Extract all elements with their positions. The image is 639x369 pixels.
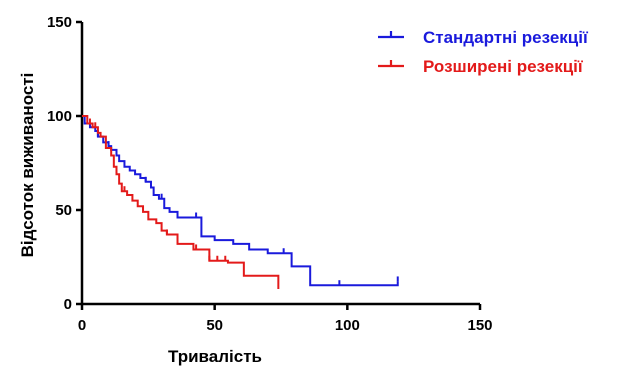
survival-curve-standard bbox=[82, 115, 399, 287]
y-ticks: 0 50 100 150 bbox=[47, 14, 82, 313]
y-tick-label: 100 bbox=[47, 108, 72, 125]
legend-label-standard: Стандартні резекції bbox=[423, 28, 589, 47]
legend-label-extended: Розширені резекції bbox=[423, 57, 584, 76]
y-tick-label: 150 bbox=[47, 14, 72, 31]
x-tick-label: 100 bbox=[335, 317, 360, 334]
y-axis-label: Відсоток виживаності bbox=[18, 73, 37, 258]
legend-item-standard: Стандартні резекції bbox=[378, 28, 589, 47]
x-axis-label: Тривалість bbox=[168, 347, 262, 366]
y-tick-label: 0 bbox=[64, 296, 72, 313]
axes: 0 50 100 150 0 50 100 150 bbox=[47, 14, 493, 334]
x-tick-label: 150 bbox=[467, 317, 492, 334]
x-tick-label: 0 bbox=[78, 317, 86, 334]
legend-item-extended: Розширені резекції bbox=[378, 57, 584, 76]
y-tick-label: 50 bbox=[55, 202, 72, 219]
survival-curve-extended bbox=[82, 115, 280, 289]
legend: Стандартні резекції Розширені резекції bbox=[378, 28, 589, 76]
x-ticks: 0 50 100 150 bbox=[78, 304, 493, 334]
x-tick-label: 50 bbox=[206, 317, 223, 334]
series-group bbox=[82, 115, 399, 289]
